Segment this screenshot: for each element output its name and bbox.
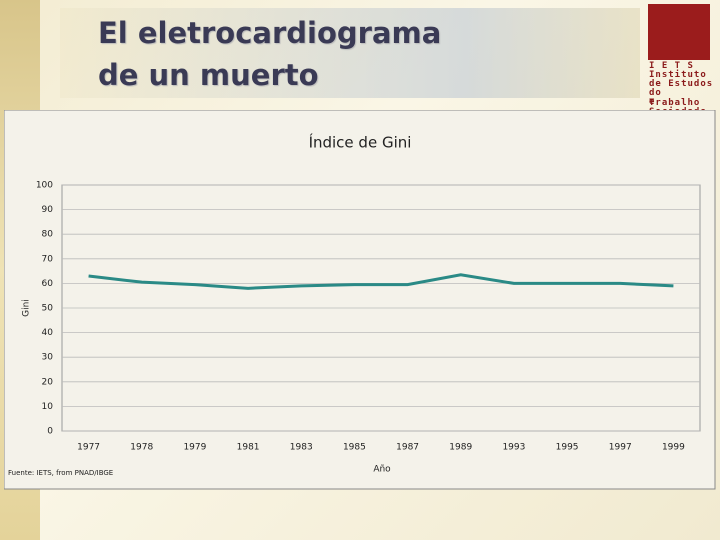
- x-tick-label: 1979: [183, 443, 206, 453]
- x-tick-label: 1978: [130, 443, 153, 453]
- y-axis-label: Gini: [22, 299, 32, 317]
- x-tick-label: 1989: [449, 443, 472, 453]
- chart-title: Índice de Gini: [309, 133, 412, 152]
- logo: I E T S Instituto de Estudos do Trabalho…: [644, 4, 714, 117]
- y-tick-label: 30: [42, 353, 54, 363]
- logo-mark: [648, 4, 710, 60]
- x-tick-label: 1977: [77, 443, 100, 453]
- y-tick-label: 60: [42, 279, 54, 289]
- x-tick-label: 1983: [290, 443, 313, 453]
- title-band: [60, 8, 640, 98]
- y-tick-label: 80: [42, 230, 54, 240]
- x-tick-label: 1985: [343, 443, 366, 453]
- logo-text: I E T S: [649, 61, 694, 71]
- y-tick-label: 0: [47, 427, 53, 437]
- logo-text: do Trabalho: [649, 88, 701, 108]
- logo-text: de Estudos: [649, 79, 714, 89]
- x-tick-label: 1997: [609, 443, 632, 453]
- y-tick-label: 40: [42, 328, 54, 338]
- x-axis-label: Año: [373, 465, 391, 475]
- source-note: Fuente: IETS, from PNAD/IBGE: [8, 469, 113, 477]
- y-tick-label: 70: [42, 254, 54, 264]
- x-tick-label: 1987: [396, 443, 419, 453]
- y-tick-label: 90: [42, 205, 54, 215]
- x-tick-label: 1999: [662, 443, 685, 453]
- x-tick-label: 1981: [237, 443, 260, 453]
- y-tick-label: 100: [36, 181, 53, 191]
- y-tick-label: 20: [42, 377, 54, 387]
- logo-text: Instituto: [649, 70, 707, 80]
- y-tick-label: 50: [42, 304, 54, 314]
- chart: Índice de Gini 0 10 20 30 40 50 60 70 80 90 100 Gini…: [4, 110, 716, 490]
- line: [88, 273, 674, 290]
- x-tick-label: 1995: [556, 443, 579, 453]
- chart-frame: [4, 110, 716, 490]
- x-tick-label: 1993: [502, 443, 525, 453]
- slide-title: El eletrocardiograma: [98, 16, 442, 50]
- slide-title: de un muerto: [98, 58, 319, 92]
- y-tick-label: 10: [42, 402, 54, 412]
